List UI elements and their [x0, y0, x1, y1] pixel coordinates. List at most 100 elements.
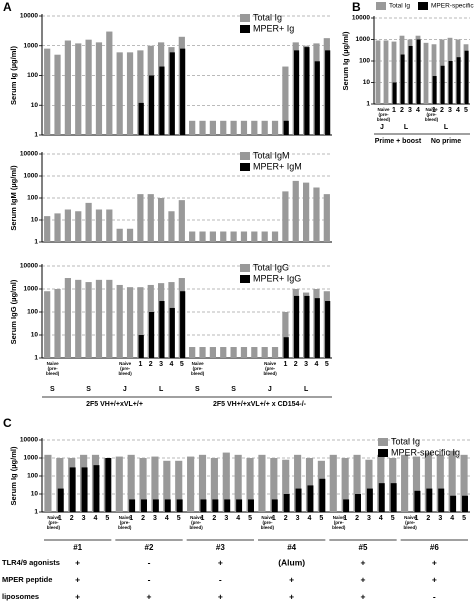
x-tick-label: 4: [164, 515, 169, 522]
bar: [85, 202, 92, 242]
bar: [116, 52, 123, 135]
bar: [163, 460, 171, 512]
bar: [151, 456, 159, 512]
bar: [209, 231, 216, 242]
row-value: +: [432, 557, 437, 567]
bar: [95, 42, 103, 135]
x-tick-label: 1: [283, 361, 288, 368]
bar: [401, 454, 409, 512]
x-tick-label: 1: [343, 515, 348, 522]
group-label: Prime + boost: [375, 138, 422, 145]
y-tick-label: 1000: [356, 36, 371, 43]
bar: [261, 347, 268, 358]
y-axis-label: Serum Ig (µg/ml): [9, 446, 18, 505]
y-axis-label: Serum IgG (µg/ml): [9, 279, 18, 344]
bar: [152, 499, 159, 512]
bar: [189, 347, 196, 358]
y-tick-label: 1: [34, 509, 38, 516]
y-tick-label: 1: [34, 132, 38, 139]
bar: [126, 52, 134, 135]
legend-swatch: [240, 275, 250, 283]
legend-swatch: [378, 438, 388, 446]
bar: [355, 494, 361, 512]
bar: [148, 75, 155, 135]
bar: [222, 452, 230, 512]
x-tick-label: 1: [414, 515, 419, 522]
row-value: -: [148, 557, 151, 567]
bar: [251, 120, 258, 135]
x-tick-label: Naive (pre-bleed): [46, 515, 61, 530]
bar: [64, 40, 71, 135]
bar: [137, 50, 144, 135]
bar: [305, 458, 314, 512]
x-tick-label: Naive (pre-bleed): [118, 361, 132, 376]
y-tick-label: 10: [31, 491, 39, 498]
x-tick-label: Naive (pre-bleed): [189, 515, 203, 530]
row-value: +: [218, 557, 223, 567]
bar: [230, 120, 237, 135]
bar: [248, 499, 254, 512]
x-tick-label: 1: [271, 515, 276, 522]
bar: [126, 228, 134, 242]
bar: [168, 211, 175, 242]
y-tick-label: 100: [359, 58, 370, 65]
group-label: No prime: [431, 138, 461, 145]
bar: [423, 42, 429, 104]
bar: [159, 66, 165, 135]
group-label: L: [159, 386, 164, 393]
bar: [236, 499, 243, 512]
y-tick-label: 1000: [24, 173, 39, 180]
bar: [95, 209, 103, 242]
x-tick-label: 4: [450, 515, 455, 522]
bar: [95, 279, 103, 358]
bar: [106, 279, 113, 358]
row-value: +: [75, 574, 80, 584]
bar: [230, 347, 237, 358]
legend-label: Total Ig: [389, 3, 410, 10]
y-tick-label: 10000: [20, 151, 38, 158]
x-tick-label: 5: [105, 515, 110, 522]
x-tick-label: 3: [438, 515, 443, 522]
bar: [212, 499, 219, 512]
x-tick-label: 1: [129, 515, 134, 522]
x-tick-label: 2: [283, 515, 288, 522]
bar: [329, 454, 337, 512]
y-tick-label: 10: [31, 332, 39, 339]
legend-swatch: [240, 163, 250, 171]
legend-swatch: [418, 2, 428, 10]
bar: [304, 295, 310, 358]
bar: [105, 458, 112, 512]
x-tick-label: 5: [324, 361, 329, 368]
y-tick-label: 10000: [20, 13, 38, 20]
x-tick-label: Naive (pre-bleed): [424, 107, 439, 122]
bar: [303, 182, 310, 242]
y-tick-label: 1000: [24, 42, 39, 49]
bar: [432, 76, 437, 104]
bar: [210, 458, 218, 512]
bar: [416, 39, 421, 104]
x-tick-label: 4: [236, 515, 241, 522]
row-value: +: [361, 557, 366, 567]
x-tick-label: 4: [169, 361, 174, 368]
y-axis-label: Serum Ig (µg/ml): [341, 31, 350, 90]
y-tick-label: 10000: [20, 437, 38, 444]
bar: [366, 488, 373, 512]
bar: [282, 66, 289, 135]
x-tick-label: 2: [141, 515, 145, 522]
bar: [137, 194, 144, 242]
group-label: #3: [216, 543, 225, 552]
y-tick-label: 10: [363, 79, 371, 86]
x-tick-label: 2: [148, 361, 153, 368]
y-tick-label: 10000: [20, 263, 38, 270]
y-tick-label: 10000: [352, 15, 370, 22]
bar: [438, 488, 445, 512]
bar: [54, 213, 61, 242]
x-tick-label: 2: [212, 515, 217, 522]
bar: [448, 61, 453, 104]
bar: [283, 120, 289, 135]
row-value: +: [361, 591, 366, 601]
legend-label: Total Ig: [391, 436, 420, 446]
bar: [258, 454, 266, 512]
group-label: S: [86, 386, 91, 393]
bar: [180, 291, 186, 358]
